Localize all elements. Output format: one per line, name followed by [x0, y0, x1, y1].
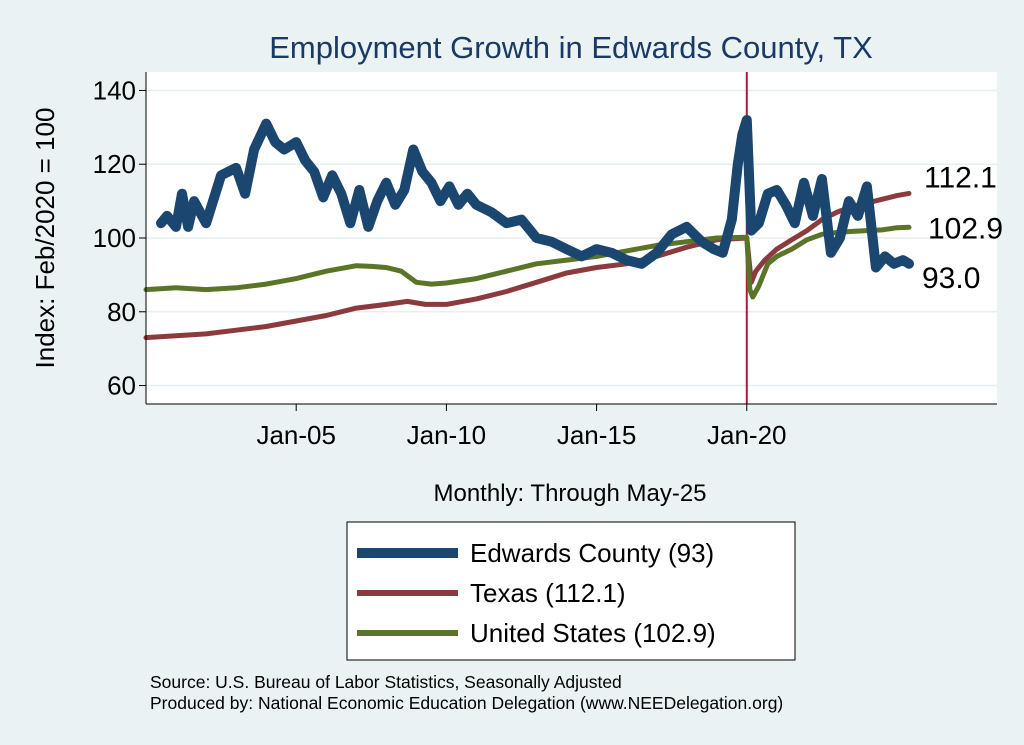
series-line-edwards-county — [156, 115, 914, 273]
x-tick-label-Jan-20: Jan-20 — [707, 420, 787, 450]
y-tick-label-120: 120 — [93, 149, 136, 179]
end-labels: 93.0 112.1 102.9 — [922, 161, 1003, 294]
source-note: Source: U.S. Bureau of Labor Statistics,… — [150, 672, 783, 714]
y-axis-ticks: 60 80 100 120 140 — [93, 75, 146, 401]
x-tick-label-Jan-15: Jan-15 — [557, 420, 637, 450]
end-label-edwards-county: 93.0 — [922, 262, 980, 295]
grid-lines — [146, 89, 997, 387]
x-tick-label-Jan-10: Jan-10 — [407, 420, 487, 450]
legend-label-texas: Texas (112.1) — [470, 578, 626, 608]
chart-title: Employment Growth in Edwards County, TX — [269, 30, 873, 65]
x-axis-ticks: Jan-05 Jan-10 Jan-15 Jan-20 — [256, 404, 787, 450]
legend-label-edwards-county: Edwards County (93) — [470, 538, 714, 568]
y-tick-label-80: 80 — [107, 297, 136, 327]
legend: Edwards County (93) Texas (112.1) United S… — [346, 521, 796, 661]
end-label-united-states: 102.9 — [928, 212, 1003, 245]
x-axis-title: Monthly: Through May-25 — [433, 480, 706, 507]
y-axis-title: Index: Feb/2020 = 100 — [30, 108, 60, 369]
end-label-texas: 112.1 — [924, 161, 997, 194]
x-tick-label-Jan-05: Jan-05 — [256, 420, 336, 450]
y-tick-label-100: 100 — [93, 223, 136, 253]
legend-label-united-states: United States (102.9) — [470, 618, 716, 648]
y-tick-label-60: 60 — [107, 371, 136, 401]
produced-by-line: Produced by: National Economic Education… — [150, 693, 784, 713]
series-lines — [143, 115, 914, 341]
y-tick-label-140: 140 — [93, 75, 136, 105]
source-line: Source: U.S. Bureau of Labor Statistics,… — [150, 672, 622, 692]
